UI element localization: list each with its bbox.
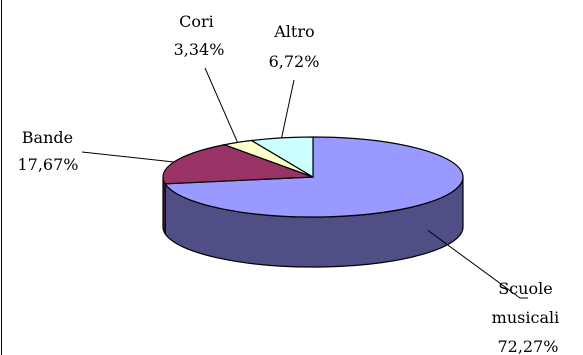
label-scuole-musicali-line1: Scuole	[498, 279, 552, 298]
label-bande: Bande 17,67%	[17, 128, 78, 174]
label-bande-value: 17,67%	[17, 155, 78, 174]
leader-line-scuole-musicali	[427, 229, 528, 299]
label-scuole-musicali: Scuole musicali 72,27%	[492, 279, 565, 355]
label-bande-name: Bande	[22, 128, 73, 147]
label-cori: Cori 3,34%	[174, 12, 225, 59]
slice-side-bande	[162, 176, 166, 236]
label-altro-name: Altro	[273, 22, 314, 41]
leader-lines	[81, 67, 528, 299]
label-altro: Altro 6,72%	[269, 22, 320, 71]
leader-line-cori	[204, 67, 238, 143]
label-cori-value: 3,34%	[174, 40, 225, 59]
leader-line-altro	[281, 79, 295, 138]
leader-line-bande	[81, 151, 174, 163]
slice-top-scuole-musicali	[164, 136, 464, 218]
label-scuole-musicali-line2: musicali	[492, 308, 560, 327]
label-scuole-musicali-value: 72,27%	[497, 337, 558, 355]
pie-tops	[162, 136, 464, 218]
label-cori-name: Cori	[179, 12, 214, 31]
slice-top-bande	[162, 144, 314, 185]
slice-top-altro	[249, 136, 314, 179]
label-altro-value: 6,72%	[269, 52, 320, 71]
